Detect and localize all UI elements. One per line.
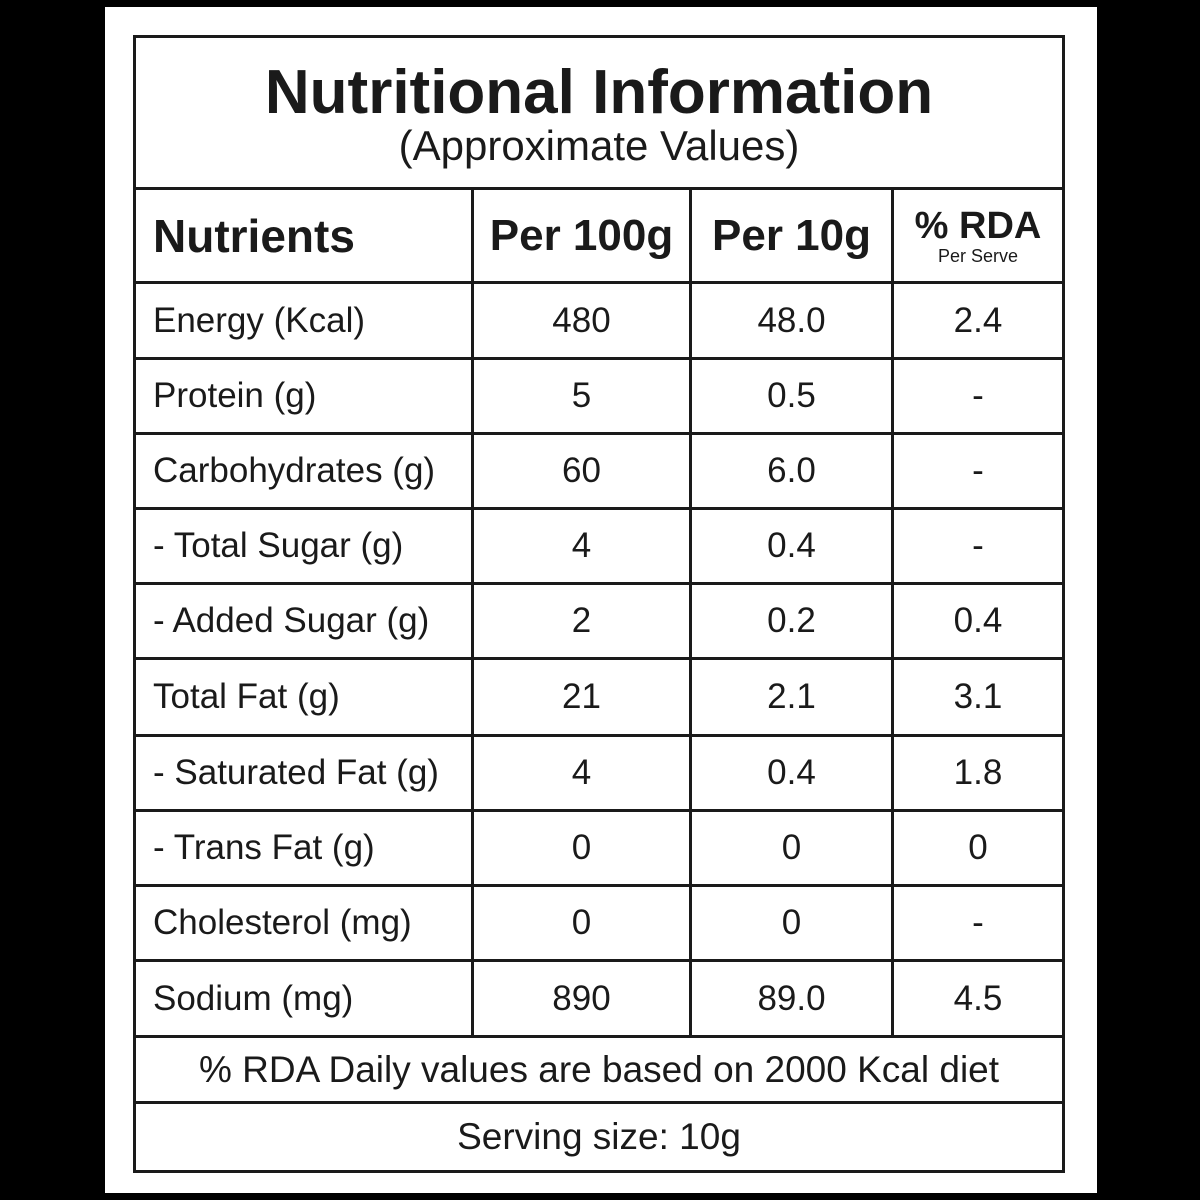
value-per-100g: 2 [471, 585, 689, 657]
rda-footnote: % RDA Daily values are based on 2000 Kca… [136, 1038, 1062, 1104]
value-per-100g: 480 [471, 284, 689, 357]
table-row: Carbohydrates (g) 60 6.0 - [136, 435, 1062, 510]
column-header-per-100g: Per 100g [471, 190, 689, 281]
value-per-100g: 4 [471, 737, 689, 809]
value-rda: - [891, 360, 1062, 432]
column-header-nutrients: Nutrients [153, 209, 355, 262]
value-per-10g: 0.2 [689, 585, 891, 657]
nutrient-name: - Saturated Fat (g) [153, 753, 439, 792]
value-per-100g: 890 [471, 962, 689, 1035]
table-row: Cholesterol (mg) 0 0 - [136, 887, 1062, 962]
value-per-100g: 4 [471, 510, 689, 582]
value-per-100g: 0 [471, 812, 689, 884]
rda-header-label: % RDA [914, 204, 1042, 247]
table-row: - Trans Fat (g) 0 0 0 [136, 812, 1062, 887]
table-row: Total Fat (g) 21 2.1 3.1 [136, 660, 1062, 737]
label-subtitle: (Approximate Values) [398, 122, 800, 169]
value-per-10g: 48.0 [689, 284, 891, 357]
value-per-10g: 89.0 [689, 962, 891, 1035]
column-header-row: Nutrients Per 100g Per 10g % RDA Per Ser… [136, 190, 1062, 284]
table-row: Sodium (mg) 890 89.0 4.5 [136, 962, 1062, 1038]
serving-size: Serving size: 10g [457, 1116, 741, 1157]
value-per-10g: 0.5 [689, 360, 891, 432]
value-per-10g: 0.4 [689, 510, 891, 582]
value-rda: 4.5 [891, 962, 1062, 1035]
value-rda: 3.1 [891, 660, 1062, 734]
label-header: Nutritional Information (Approximate Val… [136, 38, 1062, 190]
value-per-10g: 0 [689, 812, 891, 884]
value-rda: 1.8 [891, 737, 1062, 809]
value-rda: 2.4 [891, 284, 1062, 357]
value-rda: - [891, 435, 1062, 507]
nutrient-name: Protein (g) [153, 376, 317, 415]
value-per-100g: 0 [471, 887, 689, 959]
table-row: Energy (Kcal) 480 48.0 2.4 [136, 284, 1062, 360]
nutrient-name: Total Fat (g) [153, 677, 340, 716]
nutrient-name: Carbohydrates (g) [153, 451, 436, 490]
nutrient-name: - Trans Fat (g) [153, 828, 375, 867]
value-rda: 0.4 [891, 585, 1062, 657]
value-rda: - [891, 887, 1062, 959]
column-header-per-10g: Per 10g [689, 190, 891, 281]
rda-header-sublabel: Per Serve [937, 245, 1019, 266]
nutrition-label: Nutritional Information (Approximate Val… [133, 35, 1065, 1173]
nutrient-name: - Total Sugar (g) [153, 526, 404, 565]
table-row: - Saturated Fat (g) 4 0.4 1.8 [136, 737, 1062, 812]
value-per-10g: 6.0 [689, 435, 891, 507]
nutrient-name: Sodium (mg) [153, 978, 354, 1018]
table-row: - Total Sugar (g) 4 0.4 - [136, 510, 1062, 585]
value-per-10g: 0 [689, 887, 891, 959]
value-per-100g: 5 [471, 360, 689, 432]
nutrient-name: - Added Sugar (g) [153, 601, 430, 640]
nutrient-name: Energy (Kcal) [153, 300, 366, 340]
nutrient-name: Cholesterol (mg) [153, 903, 412, 942]
value-per-100g: 60 [471, 435, 689, 507]
table-row: - Added Sugar (g) 2 0.2 0.4 [136, 585, 1062, 660]
value-per-10g: 2.1 [689, 660, 891, 734]
value-per-10g: 0.4 [689, 737, 891, 809]
label-title: Nutritional Information [264, 58, 934, 127]
value-rda: 0 [891, 812, 1062, 884]
value-per-100g: 21 [471, 660, 689, 734]
table-row: Protein (g) 5 0.5 - [136, 360, 1062, 435]
value-rda: - [891, 510, 1062, 582]
column-header-rda: % RDA Per Serve [891, 190, 1062, 281]
